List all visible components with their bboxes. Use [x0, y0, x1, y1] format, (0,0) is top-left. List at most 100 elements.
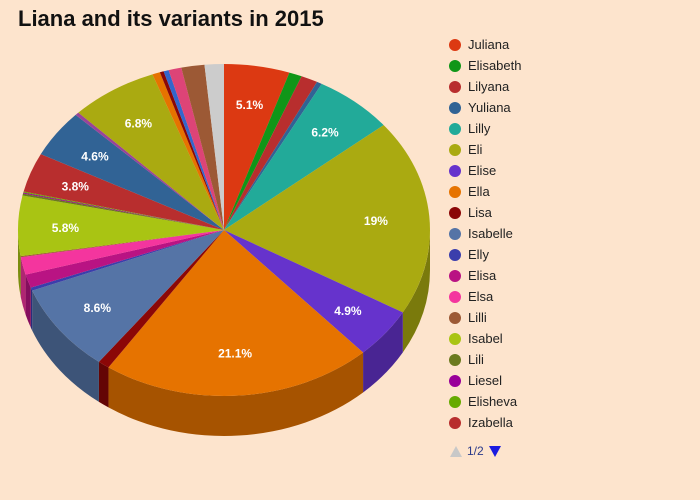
legend-item[interactable]: Elise [449, 160, 689, 181]
legend-label: Isabel [468, 331, 503, 346]
pie-slice[interactable] [20, 230, 224, 275]
pie-slice[interactable] [18, 195, 225, 257]
pie-slice[interactable] [98, 230, 224, 368]
legend-item[interactable]: Elly [449, 244, 689, 265]
pie-slice[interactable] [181, 64, 224, 231]
pie-slice-side [18, 230, 21, 297]
legend-label: Izabella [468, 415, 513, 430]
pie-slice[interactable] [163, 70, 224, 231]
pie-data-label: 4.6% [81, 150, 109, 164]
legend-swatch-icon [449, 101, 461, 114]
pie-slice[interactable] [32, 230, 224, 362]
pie-slice[interactable] [152, 72, 224, 230]
pie-slice[interactable] [22, 193, 225, 230]
triangle-down-icon[interactable] [488, 445, 501, 457]
legend-item[interactable]: Lilly [449, 118, 689, 139]
legend-page-indicator: 1/2 [467, 444, 484, 458]
legend-swatch-icon [449, 122, 461, 135]
legend-label: Lilyana [468, 79, 510, 94]
legend-label: Eli [468, 142, 483, 157]
pie-slice[interactable] [20, 230, 225, 258]
legend-swatch-icon [449, 248, 461, 261]
legend-item[interactable]: Elsa [449, 286, 689, 307]
pie-slice[interactable] [75, 112, 224, 230]
pie-slice[interactable] [224, 83, 384, 230]
legend-swatch-icon [449, 374, 461, 387]
legend-label: Elisa [468, 268, 497, 283]
legend-label: Lilli [468, 310, 487, 325]
legend-item[interactable]: Elisheva [449, 391, 689, 412]
legend-swatch-icon [449, 311, 461, 324]
legend-swatch-icon [449, 332, 461, 345]
legend-item[interactable]: Lili [449, 349, 689, 370]
pie-slice[interactable] [78, 74, 225, 230]
legend-label: Lilly [468, 121, 491, 136]
legend-item[interactable]: Elisa [449, 265, 689, 286]
legend-item[interactable]: Liesel [449, 370, 689, 391]
pie-slice-side [25, 274, 31, 328]
pie-slice[interactable] [224, 81, 322, 230]
pie-data-label: 5.1% [236, 98, 264, 112]
legend-item[interactable]: Lisa [449, 202, 689, 223]
pie-slice[interactable] [23, 154, 224, 230]
legend-label: Elise [468, 163, 497, 178]
legend-label: Elisabeth [468, 58, 522, 73]
pie-slice-side [20, 257, 26, 315]
legend-item[interactable]: Lilyana [449, 76, 689, 97]
pie-slice[interactable] [23, 192, 225, 230]
pie-slice[interactable] [224, 72, 302, 230]
legend: Juliana Elisabeth Lilyana Yuliana Lilly Eli El… [449, 34, 689, 458]
legend-item[interactable]: Isabel [449, 328, 689, 349]
pie-slice-side [30, 287, 33, 331]
legend-label: Yuliana [468, 100, 511, 115]
legend-label: Elsa [468, 289, 494, 304]
pie-slice[interactable] [25, 230, 225, 288]
pie-slice[interactable] [168, 67, 224, 230]
legend-item[interactable]: Yuliana [449, 97, 689, 118]
pie-data-label: 21.1% [218, 347, 252, 361]
legend-swatch-icon [449, 143, 461, 156]
legend-item[interactable]: Ella [449, 181, 689, 202]
pie-slice[interactable] [159, 71, 224, 231]
legend-swatch-icon [449, 80, 461, 93]
pie-slice[interactable] [204, 64, 224, 230]
pie-slice[interactable] [224, 64, 290, 230]
legend-pager: 1/2 [449, 444, 689, 458]
pie-slice-side [108, 352, 364, 436]
legend-swatch-icon [449, 185, 461, 198]
chart-title: Liana and its variants in 2015 [18, 6, 324, 31]
legend-item[interactable]: Lilli [449, 307, 689, 328]
pie-slice[interactable] [108, 230, 364, 396]
pie-slice[interactable] [23, 191, 224, 230]
pie-data-label: 5.8% [52, 221, 80, 235]
legend-item[interactable]: Juliana [449, 34, 689, 55]
legend-swatch-icon [449, 269, 461, 282]
pie-slice-side [402, 230, 430, 353]
legend-swatch-icon [449, 59, 461, 72]
triangle-up-icon[interactable] [450, 445, 462, 457]
pie-slice[interactable] [224, 125, 430, 313]
pie-slice-side [98, 361, 109, 408]
legend-swatch-icon [449, 290, 461, 303]
legend-label: Ella [468, 184, 490, 199]
legend-swatch-icon [449, 206, 461, 219]
legend-item[interactable]: Izabella [449, 412, 689, 433]
legend-item[interactable]: Elisabeth [449, 55, 689, 76]
legend-label: Liesel [468, 373, 502, 388]
legend-label: Isabelle [468, 226, 513, 241]
pie-slice[interactable] [224, 76, 318, 230]
pie-data-label: 19% [364, 214, 388, 228]
legend-item[interactable]: Isabelle [449, 223, 689, 244]
pie-data-label: 8.6% [84, 301, 112, 315]
legend-swatch-icon [449, 227, 461, 240]
legend-swatch-icon [449, 416, 461, 429]
pie-slice-side [363, 312, 403, 393]
pie-slice-side [32, 290, 99, 402]
pie-slice[interactable] [224, 230, 403, 353]
legend-item[interactable]: Eli [449, 139, 689, 160]
pie-slice[interactable] [30, 230, 225, 291]
legend-label: Elly [468, 247, 489, 262]
legend-label: Lisa [468, 205, 492, 220]
pie-slice[interactable] [40, 114, 225, 230]
